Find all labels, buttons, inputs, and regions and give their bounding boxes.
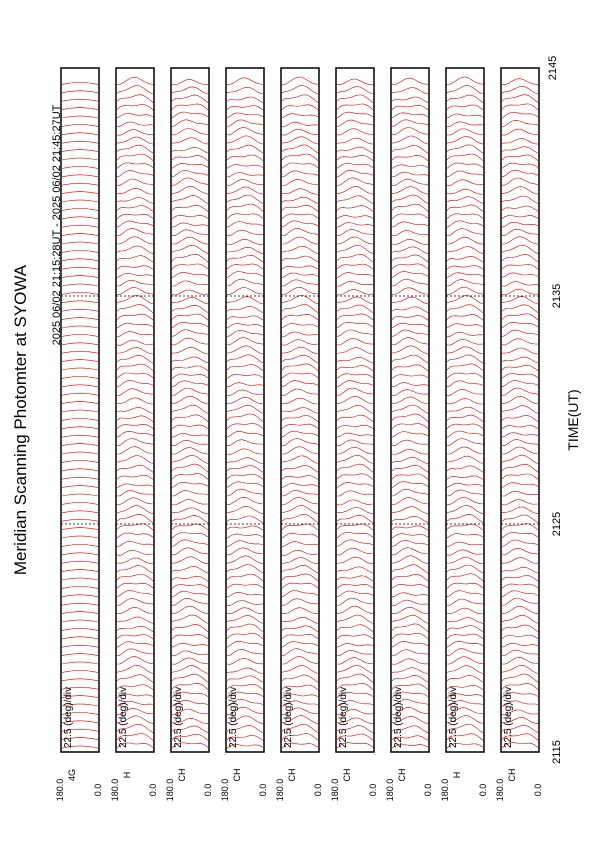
axis-bottom-label: 0.0	[313, 784, 323, 797]
panel-frame	[280, 67, 320, 753]
trace	[116, 76, 154, 749]
axis-top-label: 180.0	[55, 779, 65, 802]
panel-frame	[225, 67, 265, 753]
title: Meridian Scanning Photomter at SYOWA	[11, 264, 30, 575]
axis-bottom-label: 0.0	[478, 784, 488, 797]
trace	[446, 76, 484, 749]
axis-top-label: 180.0	[275, 779, 285, 802]
x-tick-label: 2145	[547, 56, 559, 80]
trace	[61, 82, 99, 749]
axis-bottom-label: 0.0	[93, 784, 103, 797]
panel-frame	[335, 67, 375, 753]
x-tick-label: 2125	[551, 512, 563, 536]
axis-top-label: 180.0	[330, 779, 340, 802]
scale-label: 22.5 (deg)/div	[173, 687, 184, 748]
scale-label: 22.5 (deg)/div	[118, 687, 129, 748]
channel-label: CH	[342, 769, 352, 782]
axis-bottom-label: 0.0	[533, 784, 543, 797]
scale-label: 22.5 (deg)/div	[503, 687, 514, 748]
channel-label: CH	[177, 769, 187, 782]
scale-label: 22.5 (deg)/div	[283, 687, 294, 748]
scale-label: 22.5 (deg)/div	[393, 687, 404, 748]
axis-top-label: 180.0	[440, 779, 450, 802]
axis-bottom-label: 0.0	[148, 784, 158, 797]
channel-label: CH	[232, 769, 242, 782]
trace	[171, 79, 209, 749]
axis-top-label: 180.0	[495, 779, 505, 802]
axis-bottom-label: 0.0	[423, 784, 433, 797]
axis-top-label: 180.0	[110, 779, 120, 802]
scale-label: 22.5 (deg)/div	[63, 687, 74, 748]
channel-label: CH	[397, 769, 407, 782]
channel-label: CH	[507, 769, 517, 782]
trace	[391, 77, 429, 749]
axis-top-label: 180.0	[220, 779, 230, 802]
channel-label: 4G	[67, 769, 77, 781]
axis-bottom-label: 0.0	[368, 784, 378, 797]
panel-frame	[445, 67, 485, 753]
trace	[336, 78, 374, 749]
channel-label: H	[122, 772, 132, 779]
panel-frame	[390, 67, 430, 753]
panel-frame	[115, 67, 155, 753]
subtitle: 2025 06/02 21:15:28UT - 2025 06/02 21:45…	[51, 104, 63, 345]
x-axis-label: TIME(UT)	[565, 389, 581, 450]
panel-frame	[60, 67, 100, 753]
axis-top-label: 180.0	[165, 779, 175, 802]
trace	[501, 78, 539, 749]
x-tick-label: 2135	[551, 284, 563, 308]
scale-label: 22.5 (deg)/div	[448, 687, 459, 748]
scale-label: 22.5 (deg)/div	[228, 687, 239, 748]
trace	[281, 76, 319, 749]
channel-label: H	[452, 772, 462, 779]
scale-label: 22.5 (deg)/div	[338, 687, 349, 748]
panel-frame	[500, 67, 540, 753]
channel-label: CH	[287, 769, 297, 782]
x-tick-label: 2115	[551, 740, 563, 764]
axis-bottom-label: 0.0	[203, 784, 213, 797]
trace	[226, 77, 264, 749]
axis-top-label: 180.0	[385, 779, 395, 802]
axis-bottom-label: 0.0	[258, 784, 268, 797]
panel-frame	[170, 67, 210, 753]
